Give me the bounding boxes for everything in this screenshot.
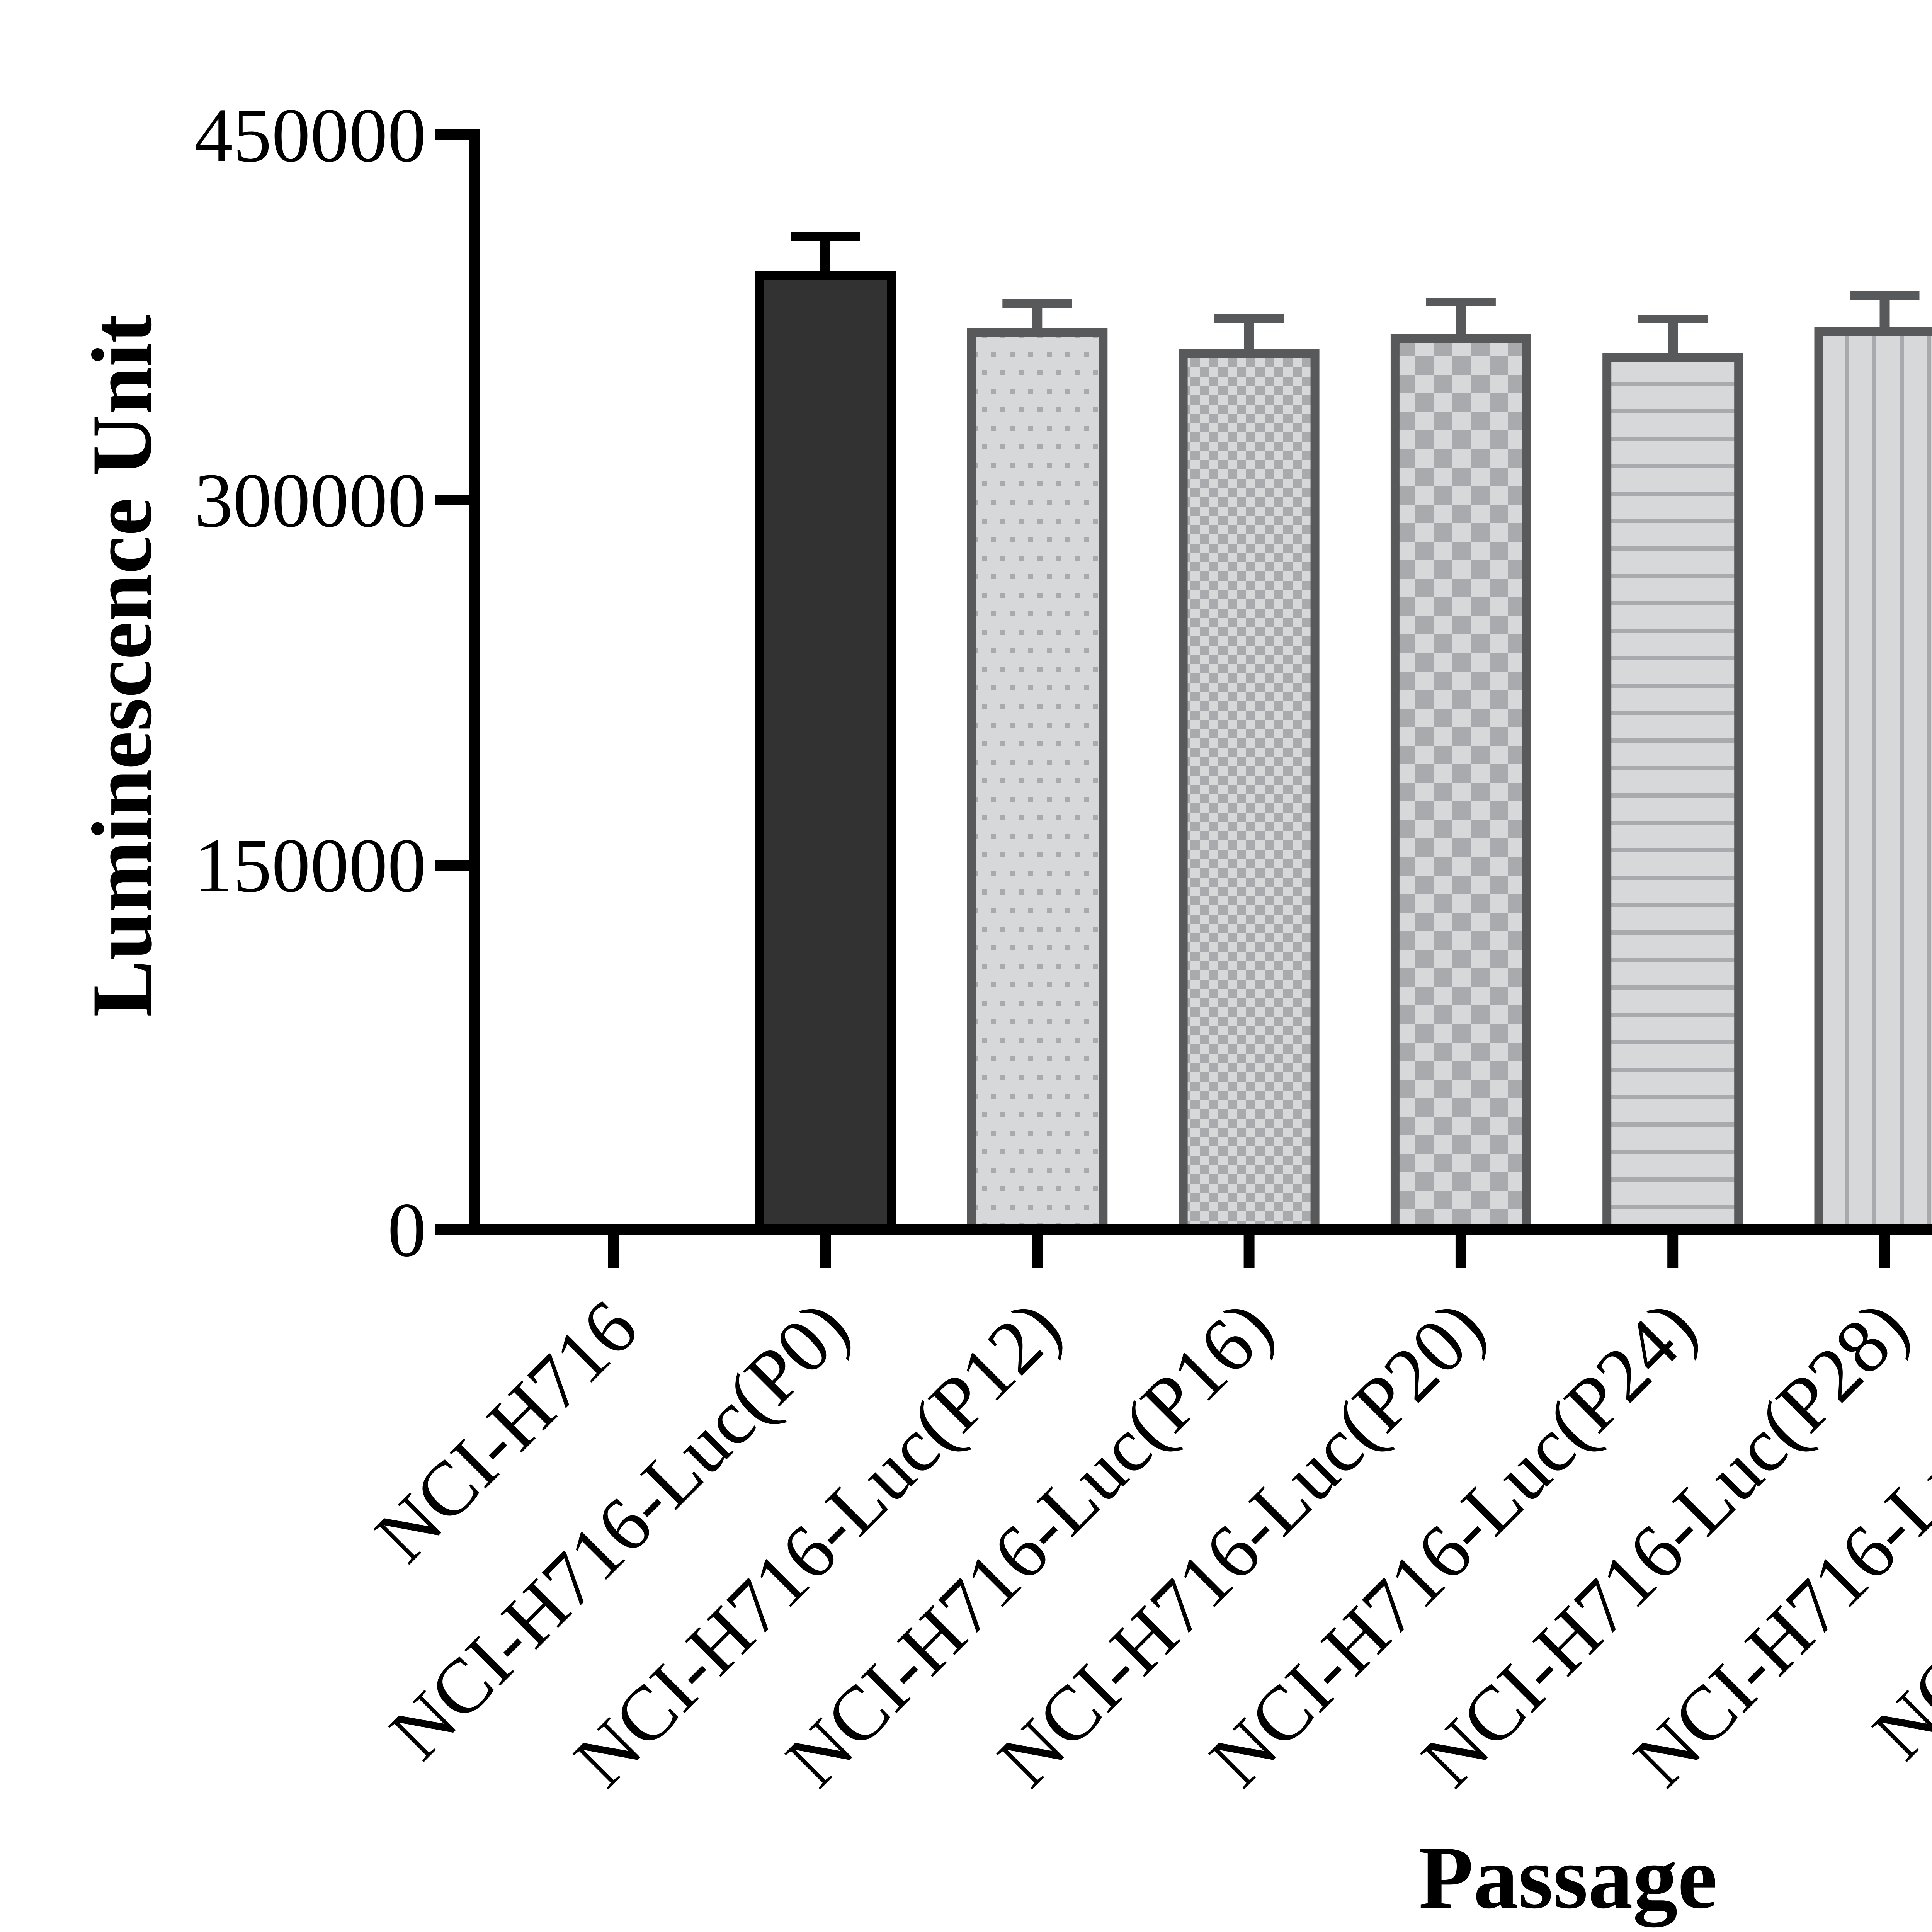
svg-text:300000: 300000 (194, 458, 426, 543)
svg-text:150000: 150000 (194, 823, 426, 908)
svg-text:450000: 450000 (194, 93, 426, 178)
svg-text:Luminescence Unit: Luminescence Unit (75, 314, 170, 1017)
svg-text:Passage: Passage (1418, 1828, 1717, 1927)
svg-text:0: 0 (388, 1187, 426, 1273)
